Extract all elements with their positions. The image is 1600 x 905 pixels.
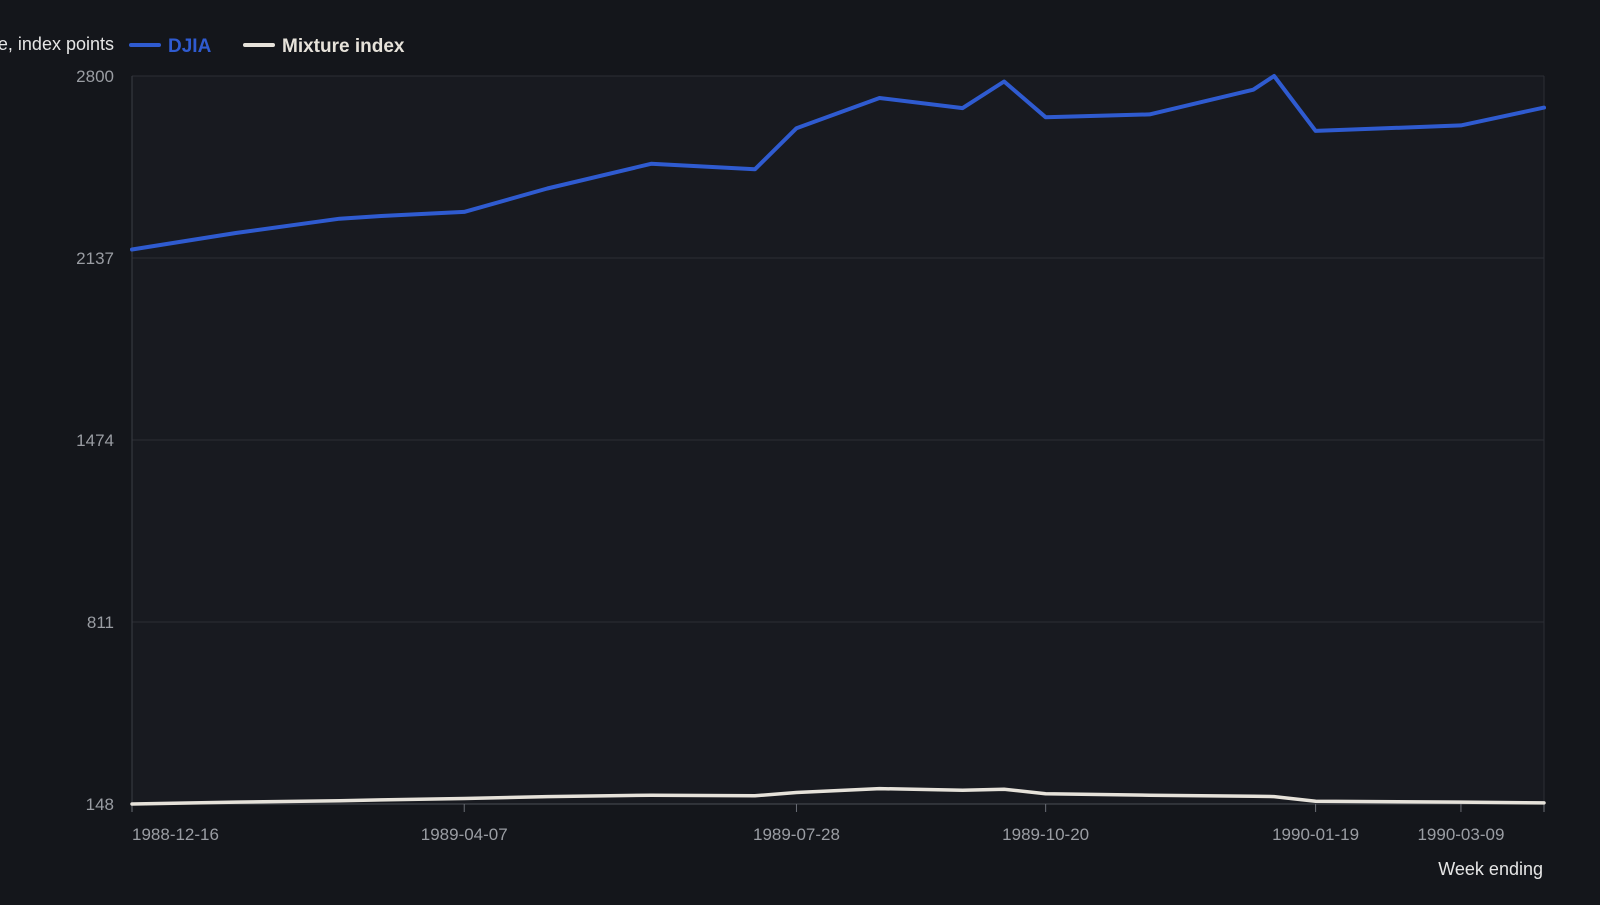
x-tick-label: 1989-07-28 — [753, 825, 840, 844]
y-tick-label: 811 — [87, 613, 114, 632]
series-lines — [130, 74, 1546, 806]
series-line-djia — [130, 74, 1546, 252]
y-tick-label: 148 — [86, 795, 114, 814]
axes: 148 811 1474 2137 2800 1988-12-16 1989-04-07 19… — [76, 67, 1545, 844]
legend: Value, index points DJIA Mixture index — [0, 34, 405, 57]
x-tick-label: 1990-01-19 — [1272, 825, 1359, 844]
x-tick-label: 1989-10-20 — [1002, 825, 1089, 844]
x-tick-label: 1989-04-07 — [421, 825, 508, 844]
legend-label-mixture-index: Mixture index — [282, 36, 405, 57]
y-tick-label: 1474 — [76, 431, 114, 450]
y-axis-title: Value, index points — [0, 34, 114, 54]
y-tick-label: 2800 — [76, 67, 114, 86]
x-tick-label: 1990-03-09 — [1417, 825, 1504, 844]
x-tick-label: 1988-12-16 — [132, 825, 219, 844]
legend-label-djia: DJIA — [168, 36, 212, 57]
x-axis-title: Week ending — [1438, 859, 1543, 879]
series-line-mixture-index — [130, 786, 1546, 806]
y-tick-label: 2137 — [76, 249, 114, 268]
